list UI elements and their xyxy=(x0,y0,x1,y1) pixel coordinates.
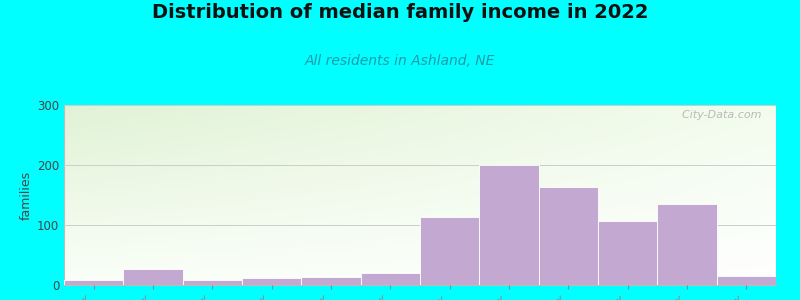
Text: Distribution of median family income in 2022: Distribution of median family income in … xyxy=(152,3,648,22)
Bar xyxy=(242,278,302,285)
Text: All residents in Ashland, NE: All residents in Ashland, NE xyxy=(305,54,495,68)
Bar xyxy=(361,273,420,285)
Bar xyxy=(538,187,598,285)
Bar xyxy=(420,217,479,285)
Bar xyxy=(717,276,776,285)
Text: City-Data.com: City-Data.com xyxy=(675,110,762,120)
Bar xyxy=(182,280,242,285)
Bar xyxy=(123,269,182,285)
Bar xyxy=(658,204,717,285)
Bar xyxy=(598,221,658,285)
Bar xyxy=(64,280,123,285)
Bar xyxy=(302,277,361,285)
Bar xyxy=(479,165,538,285)
Y-axis label: families: families xyxy=(20,170,33,220)
